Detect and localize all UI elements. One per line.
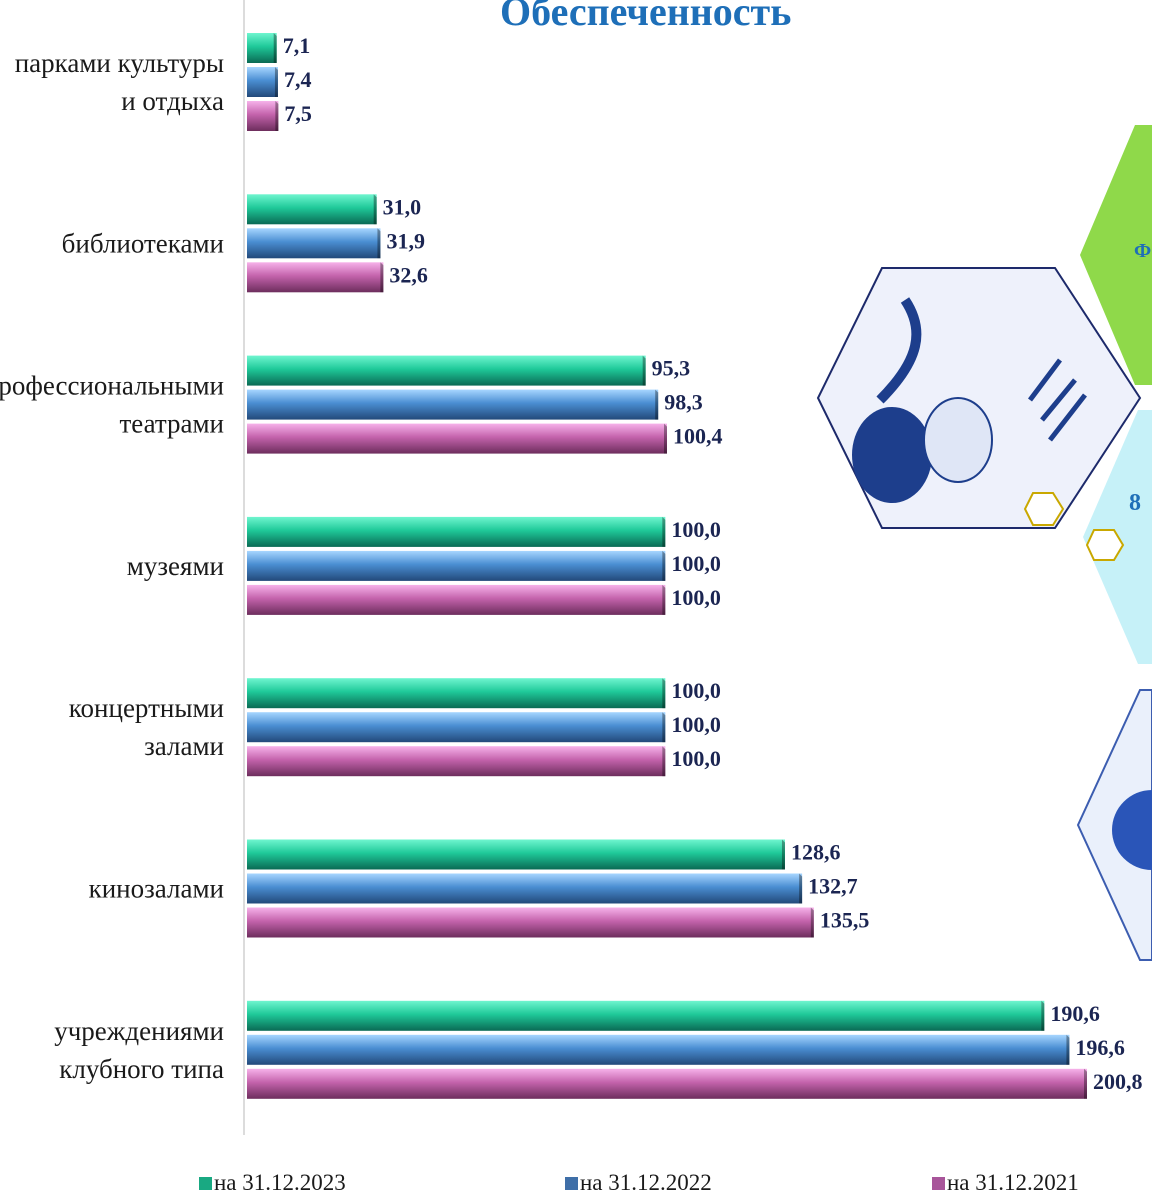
bar bbox=[247, 746, 666, 777]
bar bbox=[247, 1068, 1087, 1099]
bar bbox=[247, 389, 659, 420]
data-label: 7,4 bbox=[284, 67, 312, 92]
theatre-masks-icon bbox=[852, 297, 1087, 503]
legend-swatch-2021 bbox=[932, 1176, 945, 1190]
legend-swatch-2022 bbox=[565, 1176, 578, 1190]
data-label: 132,7 bbox=[808, 874, 858, 899]
legend-swatch-2023 bbox=[199, 1176, 212, 1190]
side-text-8: 8 bbox=[1129, 490, 1141, 516]
category-label: профессиональными театрами bbox=[0, 371, 224, 439]
data-label: 100,0 bbox=[671, 712, 721, 737]
data-label: 128,6 bbox=[791, 840, 841, 865]
bar-end-cap bbox=[662, 550, 666, 581]
data-label: 196,6 bbox=[1075, 1035, 1125, 1060]
labels-layer: парками культуры и отдыха 7,1 7,4 7,5 библиот… bbox=[0, 33, 1143, 1094]
bar-end-cap bbox=[275, 101, 279, 131]
bar bbox=[247, 101, 279, 131]
bar bbox=[247, 423, 667, 454]
bar bbox=[247, 907, 814, 938]
data-label: 32,6 bbox=[389, 262, 428, 287]
bar bbox=[247, 678, 666, 709]
bar-end-cap bbox=[662, 516, 666, 547]
bar bbox=[247, 262, 384, 293]
legend-item-2021: на 31.12.2021 bbox=[932, 1170, 1079, 1196]
category-label: музеями bbox=[127, 551, 224, 581]
legend-label-2021: на 31.12.2021 bbox=[947, 1170, 1079, 1195]
bar-end-cap bbox=[662, 746, 666, 777]
data-label: 31,9 bbox=[386, 228, 425, 253]
bar bbox=[247, 194, 377, 225]
bar-end-cap bbox=[1041, 1000, 1045, 1031]
category-label: кинозалами bbox=[89, 874, 224, 904]
chart-title: Обеспеченность bbox=[500, 0, 792, 34]
bar-end-cap bbox=[1066, 1034, 1070, 1065]
bar-end-cap bbox=[1084, 1068, 1087, 1099]
data-label: 95,3 bbox=[652, 356, 691, 381]
legend-label-2022: на 31.12.2022 bbox=[580, 1170, 712, 1195]
bar-end-cap bbox=[273, 33, 277, 63]
bar-end-cap bbox=[662, 584, 666, 615]
bar bbox=[247, 839, 785, 870]
data-label: 200,8 bbox=[1093, 1069, 1143, 1094]
data-label: 7,5 bbox=[284, 101, 312, 126]
camera-lens-icon bbox=[1112, 790, 1152, 870]
data-label: 190,6 bbox=[1050, 1001, 1100, 1026]
bar bbox=[247, 712, 666, 743]
bar bbox=[247, 584, 666, 615]
green-hexagon bbox=[1080, 125, 1152, 385]
data-label: 98,3 bbox=[664, 390, 703, 415]
bar bbox=[247, 1000, 1045, 1031]
data-label: 135,5 bbox=[820, 908, 870, 933]
data-label: 100,0 bbox=[671, 746, 721, 771]
bar-end-cap bbox=[664, 423, 667, 454]
legend-item-2023: на 31.12.2023 bbox=[199, 1170, 346, 1196]
bar bbox=[247, 873, 803, 904]
bar bbox=[247, 33, 277, 63]
bar bbox=[247, 550, 666, 581]
bar-end-cap bbox=[781, 839, 785, 870]
legend-label-2023: на 31.12.2023 bbox=[214, 1170, 346, 1195]
legend: на 31.12.2023 на 31.12.2022 на 31.12.202… bbox=[0, 1170, 1152, 1197]
small-hexagon-2 bbox=[1085, 529, 1125, 561]
bar bbox=[247, 228, 381, 259]
small-hexagon-1 bbox=[1023, 492, 1065, 526]
bar-end-cap bbox=[662, 712, 666, 743]
data-label: 100,0 bbox=[671, 517, 721, 542]
legend-item-2022: на 31.12.2022 bbox=[565, 1170, 712, 1196]
bar-end-cap bbox=[642, 355, 646, 386]
bar-end-cap bbox=[662, 678, 666, 709]
bar bbox=[247, 516, 666, 547]
category-label: учреждениями клубного типа bbox=[54, 1016, 224, 1084]
bar bbox=[247, 1034, 1070, 1065]
category-label: концертными залами bbox=[69, 693, 224, 761]
bar-end-cap bbox=[810, 907, 814, 938]
data-label: 7,1 bbox=[283, 33, 311, 58]
bar-end-cap bbox=[380, 262, 384, 293]
bar bbox=[247, 67, 278, 97]
bars-layer bbox=[247, 33, 1087, 1099]
data-label: 100,0 bbox=[671, 585, 721, 610]
bar-end-cap bbox=[373, 194, 377, 225]
data-label: 31,0 bbox=[383, 194, 422, 219]
data-label: 100,0 bbox=[671, 678, 721, 703]
bar-end-cap bbox=[377, 228, 381, 259]
data-label: 100,0 bbox=[671, 551, 721, 576]
bar-end-cap bbox=[799, 873, 803, 904]
category-label: парками культуры и отдыха bbox=[15, 48, 224, 116]
bar-end-cap bbox=[274, 67, 278, 97]
bar-end-cap bbox=[655, 389, 659, 420]
side-text-f: Ф bbox=[1134, 240, 1152, 262]
bar bbox=[247, 355, 646, 386]
category-label: библиотеками bbox=[62, 228, 224, 258]
data-label: 100,4 bbox=[673, 424, 723, 449]
